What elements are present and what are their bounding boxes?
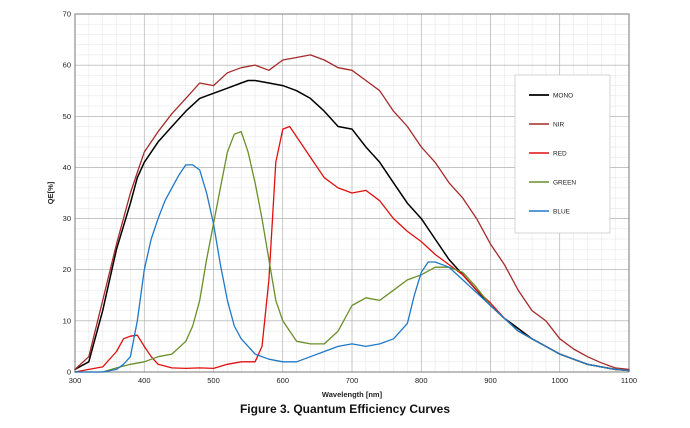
x-tick-label: 500	[207, 376, 220, 385]
y-tick-label: 50	[63, 112, 71, 121]
minor-gridlines	[75, 14, 629, 372]
major-gridlines	[74, 13, 630, 373]
x-tick-labels: 300 400 500 600 700 800 900 1000 1100	[69, 376, 637, 385]
x-tick-label: 700	[346, 376, 359, 385]
y-tick-label: 20	[63, 265, 71, 274]
y-tick-label: 30	[63, 214, 71, 223]
x-tick-label: 900	[484, 376, 497, 385]
y-tick-label: 0	[67, 368, 71, 377]
plot-frame	[74, 13, 630, 373]
legend-box	[514, 74, 611, 234]
y-tick-label: 10	[63, 316, 71, 325]
x-tick-label: 400	[138, 376, 151, 385]
x-tick-label: 800	[415, 376, 428, 385]
x-axis-title: Wavelength [nm]	[322, 390, 383, 399]
y-tick-label: 70	[63, 10, 71, 19]
y-tick-label: 40	[63, 163, 71, 172]
x-tick-label: 600	[276, 376, 289, 385]
y-tick-label: 60	[63, 61, 71, 70]
legend-label-blue: BLUE	[553, 208, 571, 215]
qe-chart: 300 400 500 600 700 800 900 1000 1100 0 10 20 30 40 5…	[46, 10, 637, 400]
legend-label-red: RED	[553, 150, 567, 157]
legend-label-mono: MONO	[553, 92, 573, 99]
x-tick-label: 1000	[551, 376, 568, 385]
series-line-nir	[74, 54, 630, 371]
x-tick-label: 1100	[621, 376, 637, 385]
x-tick-label: 300	[69, 376, 82, 385]
series-lines	[74, 54, 630, 373]
series-line-blue	[74, 164, 630, 373]
figure-caption: Figure 3. Quantum Efficiency Curves	[239, 402, 451, 416]
legend-label-nir: NIR	[553, 121, 565, 128]
legend: MONO NIR RED GREEN BLUE	[514, 74, 611, 234]
y-tick-labels: 0 10 20 30 40 50 60 70	[63, 10, 71, 377]
legend-label-green: GREEN	[553, 179, 576, 186]
y-axis-title: QE[%]	[46, 181, 55, 204]
